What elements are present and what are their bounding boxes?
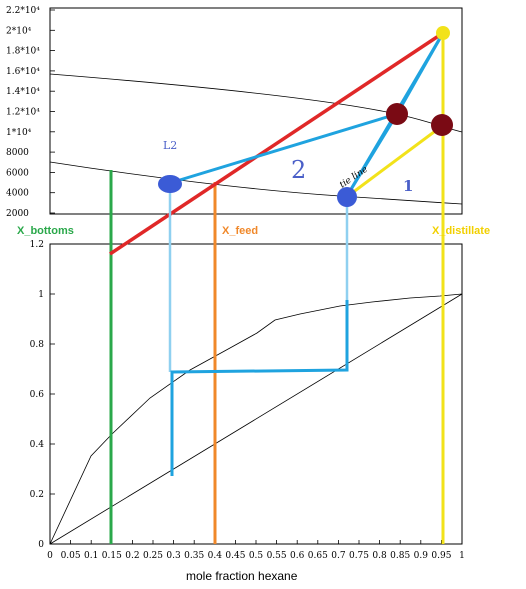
top-y-tick-label: 1.2*10⁴: [6, 108, 40, 118]
bottom-x-tick-label: 0.3: [166, 551, 181, 561]
vapor-point-a: [386, 103, 408, 125]
bottom-x-tick-label: 0.45: [225, 551, 245, 561]
equilibrium-curve: [49, 293, 463, 545]
bottom-x-tick-label: 0.25: [143, 551, 163, 561]
bottom-x-tick-label: 0.7: [331, 551, 346, 561]
bottom-x-tick-label: 0.1: [84, 551, 98, 561]
bottom-x-tick-label: 0.55: [267, 551, 287, 561]
bottom-x-tick-label: 0.2: [125, 551, 139, 561]
l2-point: [158, 175, 182, 193]
bottom-x-tick-label: 1: [459, 551, 465, 561]
top-y-tick-label: 1.6*10⁴: [6, 67, 40, 77]
liquid-enthalpy-curve: [49, 161, 463, 205]
bottom-y-tick-label: 0.2: [30, 490, 44, 500]
bottom-x-tick-label: 0.85: [390, 551, 410, 561]
bottom-x-tick-label: 0.5: [249, 551, 264, 561]
top-y-tick-label: 2.2*10⁴: [6, 6, 40, 16]
bottom-x-tick-label: 0.8: [372, 551, 387, 561]
distillate-point: [436, 26, 450, 40]
bottom-x-tick-label: 0.05: [61, 551, 81, 561]
x-axis-label: mole fraction hexane: [186, 569, 298, 583]
bottom-y-tick-label: 0.8: [30, 340, 45, 350]
bottom-y-tick-label: 0: [38, 540, 44, 550]
bottom-y-tick-label: 0.4: [30, 440, 45, 450]
bottom-x-tick-label: 0.75: [349, 551, 369, 561]
diagonal-line: [49, 293, 463, 545]
top-plot-frame: [49, 7, 463, 215]
vapor-enthalpy-curve: [49, 73, 463, 133]
vapor-point-b: [431, 114, 453, 136]
stage2-label: 2: [291, 156, 306, 184]
tie-line-b: [345, 113, 399, 197]
bottom-x-tick-label: 0.65: [308, 551, 328, 561]
bottom-x-tick-label: 0: [47, 551, 53, 561]
bottom-plot-y-axis: 1.2 1 0.8 0.6 0.4 0.2 0: [30, 240, 55, 550]
bottom-x-tick-label: 0.35: [184, 551, 204, 561]
top-y-tick-label: 1.4*10⁴: [6, 87, 40, 97]
bottom-x-tick-label: 0.4: [208, 551, 223, 561]
operating-line: [109, 31, 444, 256]
stage1-yellow-line: [347, 124, 443, 198]
bottom-y-tick-label: 0.6: [30, 390, 45, 400]
top-plot-y-axis: 2.2*10⁴ 2*10⁴ 1.8*10⁴ 1.6*10⁴ 1.4*10⁴ 1.2*10⁴…: [6, 6, 55, 219]
bottom-y-tick-label: 1: [38, 290, 44, 300]
bottom-x-tick-label: 0.95: [431, 551, 451, 561]
bottom-x-tick-label: 0.6: [290, 551, 305, 561]
l2-label: L2: [163, 139, 177, 152]
top-y-tick-label: 4000: [6, 189, 29, 199]
stage-steps: [170, 300, 349, 476]
x-feed-label: X_feed: [222, 225, 258, 237]
top-y-tick-label: 2000: [6, 209, 29, 219]
stage1-label: 1: [403, 177, 413, 195]
tie-line-d: [395, 32, 445, 115]
top-y-tick-label: 6000: [6, 168, 29, 178]
top-y-tick-label: 1*10⁴: [6, 128, 32, 138]
top-y-tick-label: 8000: [6, 148, 29, 158]
top-y-tick-label: 2*10⁴: [6, 26, 32, 36]
bottom-y-tick-label: 1.2: [30, 240, 44, 250]
bottom-x-tick-label: 0.9: [414, 551, 429, 561]
x-bottoms-label: X_bottoms: [17, 225, 74, 237]
stage1-point: [337, 187, 357, 207]
top-y-tick-label: 1.8*10⁴: [6, 47, 40, 57]
bottom-x-tick-label: 0.15: [102, 551, 122, 561]
x-distillate-label: X_distillate: [432, 225, 490, 237]
tie-line-c: [169, 112, 398, 185]
